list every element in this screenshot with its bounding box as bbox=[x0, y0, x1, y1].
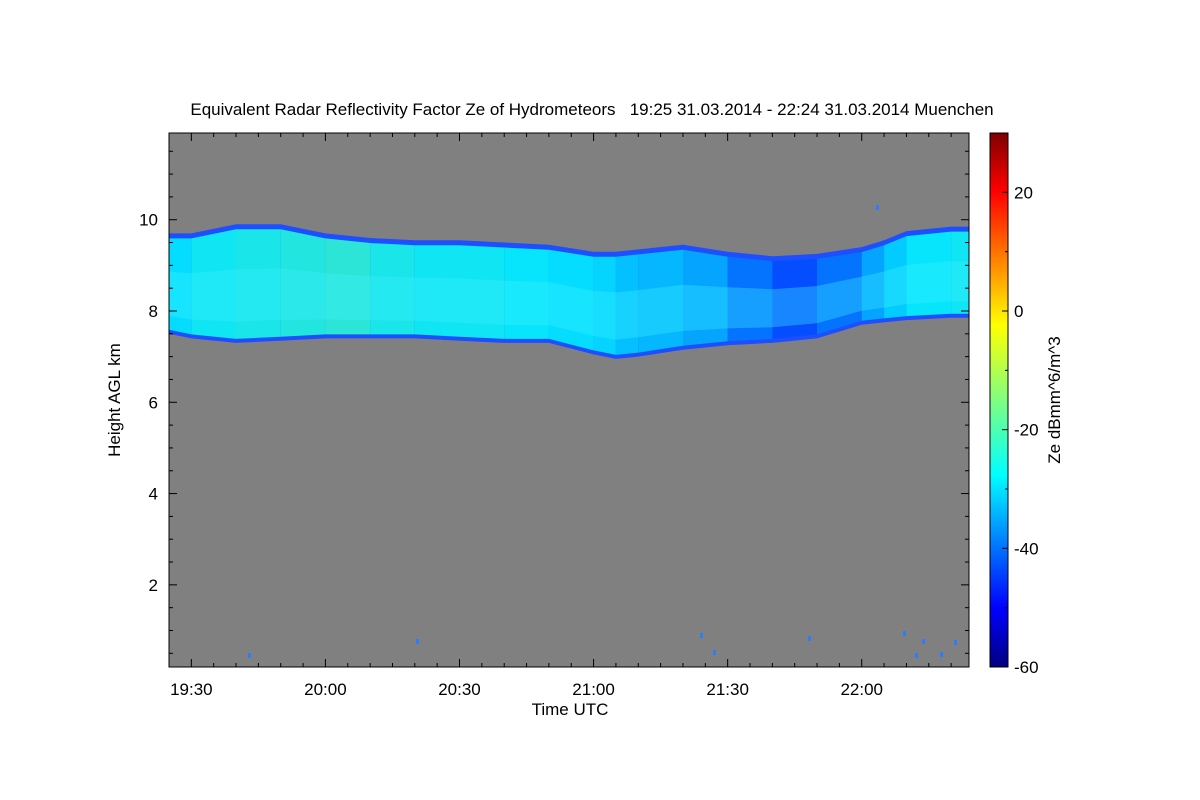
y-tick-label: 6 bbox=[149, 393, 158, 412]
cloud-cell bbox=[169, 238, 192, 335]
cloud-cell bbox=[638, 249, 683, 353]
echo-speck bbox=[915, 653, 918, 658]
echo-speck bbox=[416, 639, 419, 644]
colorbar-tick-label: -40 bbox=[1014, 539, 1039, 558]
cloud-cell bbox=[772, 258, 817, 339]
y-tick-label: 10 bbox=[139, 211, 158, 230]
cloud-cell bbox=[370, 243, 415, 335]
colorbar-tick-label: 20 bbox=[1014, 183, 1033, 202]
echo-speck bbox=[922, 639, 925, 644]
x-tick-label: 20:00 bbox=[304, 680, 347, 699]
y-axis-label: Height AGL km bbox=[105, 343, 124, 457]
cloud-cell bbox=[325, 238, 371, 335]
chart-title: Equivalent Radar Reflectivity Factor Ze … bbox=[190, 100, 993, 119]
cloud-cell bbox=[683, 249, 728, 346]
noise-echoes bbox=[248, 205, 957, 658]
echo-speck bbox=[876, 205, 879, 210]
cloud-cell bbox=[593, 256, 616, 355]
colorbar-ticks: 20 0 -20 -40 -60 bbox=[1002, 132, 1039, 677]
x-axis: 19:30 20:00 20:30 21:00 21:30 22:00 bbox=[168, 133, 952, 699]
echo-speck bbox=[713, 650, 716, 655]
colorbar-tick-label: -20 bbox=[1014, 421, 1039, 440]
colorbar-tick-label: -60 bbox=[1014, 658, 1039, 677]
echo-speck bbox=[903, 631, 906, 636]
cloud-cell bbox=[280, 229, 326, 337]
cloud-cell bbox=[236, 229, 281, 339]
colorbar-tick-label: 0 bbox=[1014, 302, 1023, 321]
cloud-cell bbox=[459, 245, 505, 339]
cloud-cell bbox=[951, 231, 969, 314]
cloud-cell bbox=[191, 229, 236, 339]
cloud-cell bbox=[906, 231, 952, 317]
echo-speck bbox=[700, 633, 703, 638]
plot-background bbox=[169, 133, 969, 667]
y-tick-label: 2 bbox=[149, 576, 158, 595]
cloud-cell bbox=[504, 247, 549, 339]
x-tick-label: 20:30 bbox=[438, 680, 481, 699]
plot-frame bbox=[168, 132, 970, 668]
cloud-cell bbox=[884, 236, 907, 319]
cloud-cell bbox=[548, 249, 594, 351]
y-tick-label: 8 bbox=[149, 302, 158, 321]
y-axis: 2 4 6 8 10 bbox=[139, 150, 969, 654]
cloud-cell bbox=[817, 252, 862, 335]
cloud-cell bbox=[615, 254, 639, 355]
colorbar-label: Ze dBmm^6/m^3 bbox=[1045, 336, 1064, 463]
x-tick-label: 19:30 bbox=[170, 680, 213, 699]
cloud-cell bbox=[861, 245, 885, 321]
cloud-cell bbox=[414, 245, 460, 337]
x-tick-label: 21:30 bbox=[706, 680, 749, 699]
y-tick-label: 4 bbox=[149, 485, 158, 504]
echo-speck bbox=[940, 652, 943, 657]
x-axis-label: Time UTC bbox=[532, 700, 609, 719]
echo-speck bbox=[808, 636, 811, 641]
cloud-cell bbox=[727, 256, 773, 342]
cloud-layer bbox=[169, 224, 969, 359]
echo-speck bbox=[248, 653, 251, 658]
colorbar bbox=[989, 132, 1009, 668]
x-tick-label: 21:00 bbox=[572, 680, 615, 699]
cloud-core bbox=[169, 261, 969, 340]
echo-speck bbox=[954, 640, 957, 645]
x-tick-label: 22:00 bbox=[840, 680, 883, 699]
